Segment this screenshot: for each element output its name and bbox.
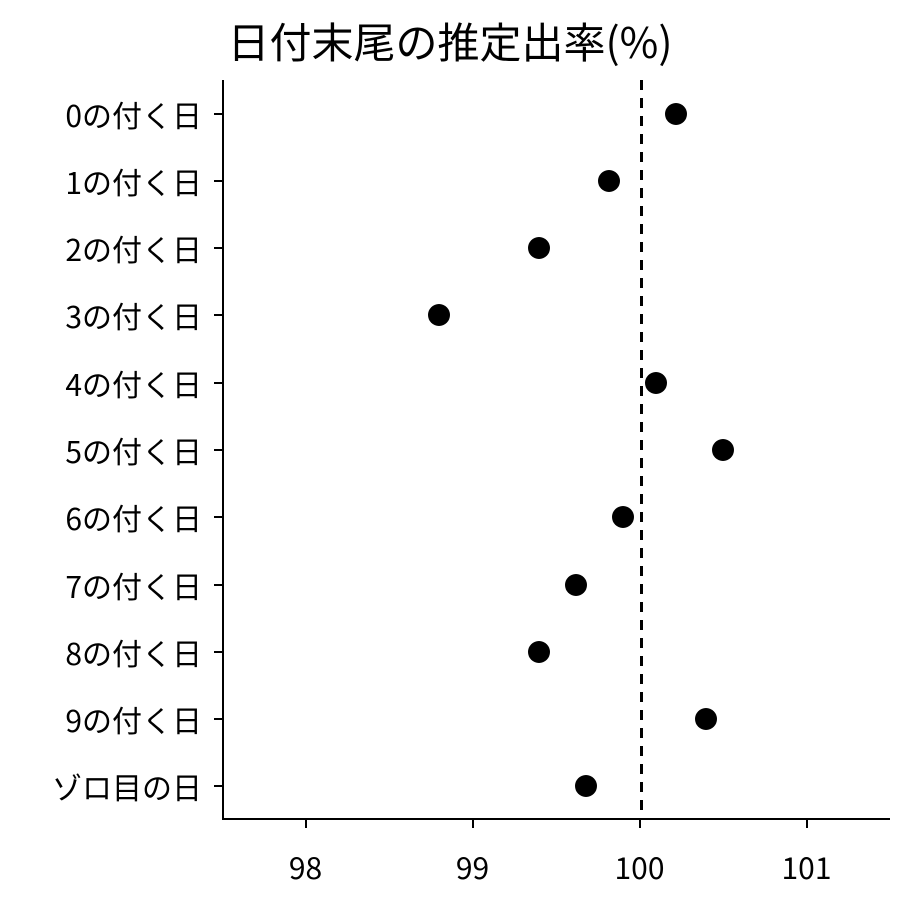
data-point — [428, 304, 450, 326]
ytick-mark — [214, 180, 222, 182]
xtick-label: 98 — [289, 844, 322, 888]
ytick-label: 7の付く日 — [65, 563, 202, 607]
data-point — [712, 439, 734, 461]
data-point — [528, 641, 550, 663]
ytick-mark — [214, 449, 222, 451]
xtick-label: 100 — [615, 844, 665, 888]
ytick-label: ゾロ目の日 — [52, 764, 202, 808]
ytick-mark — [214, 584, 222, 586]
data-point — [665, 103, 687, 125]
chart-title: 日付末尾の推定出率(%) — [0, 10, 900, 71]
ytick-label: 6の付く日 — [65, 495, 202, 539]
ytick-label: 0の付く日 — [65, 92, 202, 136]
ytick-label: 8の付く日 — [65, 630, 202, 674]
data-point — [565, 574, 587, 596]
ytick-label: 9の付く日 — [65, 697, 202, 741]
data-point — [598, 170, 620, 192]
chart-container: 日付末尾の推定出率(%) 0の付く日 1の付く日 2の付く日 3の付く日 4の付く日 5の… — [0, 0, 900, 900]
ytick-label: 2の付く日 — [65, 226, 202, 270]
ytick-label: 4の付く日 — [65, 361, 202, 405]
data-point — [645, 372, 667, 394]
ytick-label: 5の付く日 — [65, 428, 202, 472]
axis-spine-bottom — [222, 818, 890, 820]
data-point — [575, 775, 597, 797]
ytick-mark — [214, 113, 222, 115]
ytick-mark — [214, 247, 222, 249]
xtick-mark — [806, 820, 808, 828]
ytick-mark — [214, 718, 222, 720]
xtick-mark — [305, 820, 307, 828]
xtick-label: 101 — [782, 844, 832, 888]
xtick-mark — [639, 820, 641, 828]
data-point — [528, 237, 550, 259]
ytick-mark — [214, 651, 222, 653]
data-point — [612, 506, 634, 528]
ytick-mark — [214, 314, 222, 316]
plot-area — [222, 80, 890, 820]
ytick-mark — [214, 382, 222, 384]
xtick-mark — [472, 820, 474, 828]
ytick-label: 1の付く日 — [65, 159, 202, 203]
axis-spine-left — [222, 80, 224, 820]
data-point — [695, 708, 717, 730]
ytick-mark — [214, 516, 222, 518]
ytick-label: 3の付く日 — [65, 293, 202, 337]
reference-line — [640, 80, 643, 820]
ytick-mark — [214, 785, 222, 787]
xtick-label: 99 — [456, 844, 489, 888]
